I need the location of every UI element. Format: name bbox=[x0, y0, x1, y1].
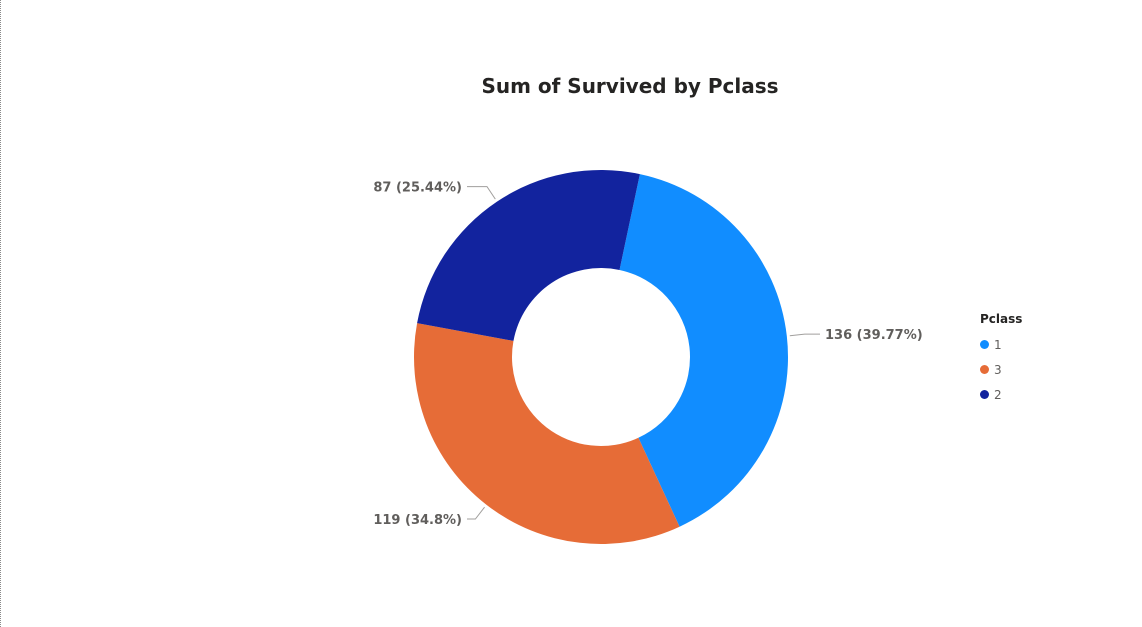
data-label-pclass-1: 136 (39.77%) bbox=[825, 328, 923, 343]
legend-item-pclass-2[interactable]: 2 bbox=[980, 382, 1022, 407]
legend: Pclass 1 3 2 bbox=[980, 312, 1022, 407]
donut-slice-pclass-1[interactable] bbox=[619, 174, 789, 527]
legend-label-pclass-2: 2 bbox=[994, 387, 1002, 402]
legend-marker-pclass-3 bbox=[980, 365, 989, 374]
canvas-left-border bbox=[0, 0, 1, 627]
legend-label-pclass-3: 3 bbox=[994, 362, 1002, 377]
leader-line-pclass-2 bbox=[467, 186, 496, 200]
donut-slice-pclass-3[interactable] bbox=[414, 323, 680, 544]
leader-line-pclass-1 bbox=[789, 333, 820, 337]
legend-marker-pclass-1 bbox=[980, 340, 989, 349]
chart-title: Sum of Survived by Pclass bbox=[481, 74, 779, 98]
legend-marker-pclass-2 bbox=[980, 390, 989, 399]
donut-slice-pclass-2[interactable] bbox=[417, 169, 640, 341]
data-label-pclass-3: 119 (34.8%) bbox=[373, 513, 462, 528]
legend-item-pclass-3[interactable]: 3 bbox=[980, 357, 1022, 382]
legend-title: Pclass bbox=[980, 312, 1023, 326]
legend-item-pclass-1[interactable]: 1 bbox=[980, 332, 1022, 357]
data-label-pclass-2: 87 (25.44%) bbox=[373, 181, 462, 196]
leader-line-pclass-3 bbox=[467, 506, 485, 520]
legend-label-pclass-1: 1 bbox=[994, 337, 1002, 352]
